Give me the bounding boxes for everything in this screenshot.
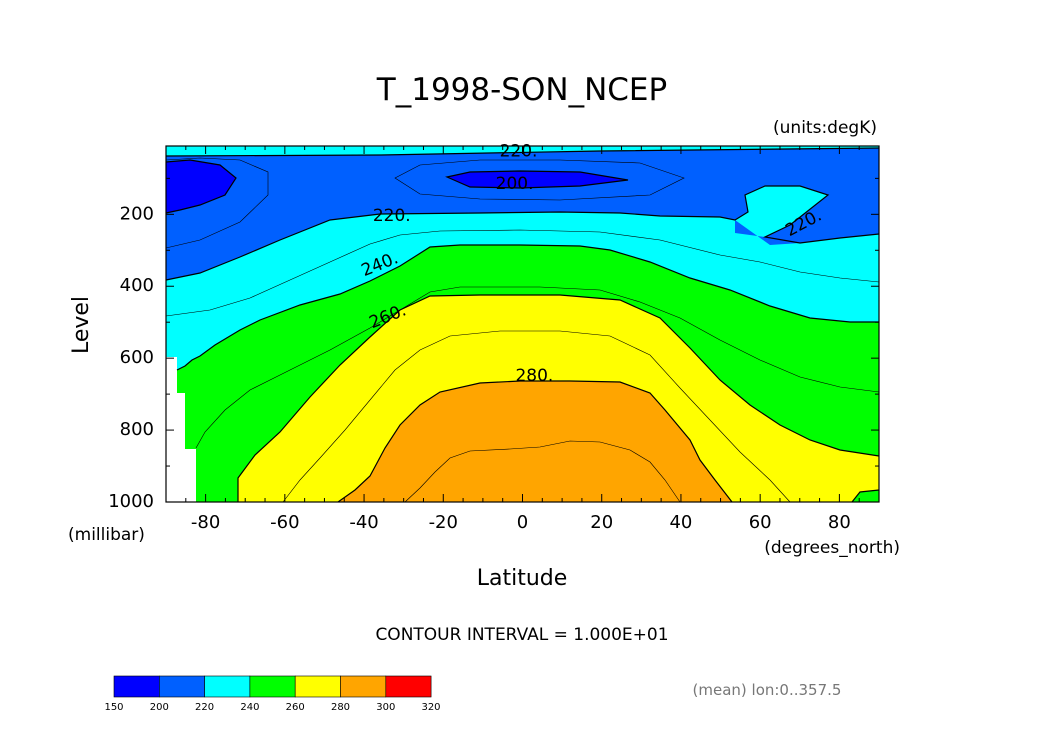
fill-band-220-240-patch xyxy=(745,186,828,237)
x-tick-label: 60 xyxy=(749,512,772,533)
axis-ticks xyxy=(165,146,880,503)
contour-line-250 xyxy=(195,286,880,449)
contour-label-200-center: 200. xyxy=(496,174,534,194)
contour-line-230 xyxy=(165,229,880,317)
colorbar-swatch-240-260 xyxy=(249,675,296,698)
y-tick-label: 800 xyxy=(120,419,154,440)
x-axis-label: Latitude xyxy=(477,566,568,591)
colorbar-swatch-260-280 xyxy=(294,675,341,698)
contour-line-220-top xyxy=(165,147,880,157)
units-label: (units:degK) xyxy=(773,118,877,138)
x-tick-label: 80 xyxy=(828,512,851,533)
y-units-label: (millibar) xyxy=(68,525,145,545)
contour-line-280 xyxy=(337,380,733,503)
x-tick-label: -40 xyxy=(349,512,378,533)
contour-fills xyxy=(166,146,879,502)
footnote-mean-lon: (mean) lon:0..357.5 xyxy=(693,681,842,699)
colorbar-swatch-150-200 xyxy=(113,675,160,698)
x-units-label: (degrees_north) xyxy=(764,538,900,558)
contour-line-210-polar xyxy=(165,157,269,249)
contour-lines xyxy=(165,147,880,503)
colorbar-swatch-220-240 xyxy=(204,675,251,698)
contour-line-200-polar xyxy=(165,159,237,214)
contour-line-210-center xyxy=(394,159,685,201)
colorbar: 150 200 220 240 260 280 300 320 xyxy=(104,675,441,713)
x-tick-label: 40 xyxy=(669,512,692,533)
contour-line-270-corner xyxy=(851,489,880,503)
y-axis-label: Level xyxy=(69,296,94,354)
colorbar-label: 260 xyxy=(286,702,305,713)
y-tick-label: 1000 xyxy=(108,491,154,512)
x-tick-labels: -80 -60 -40 -20 0 20 40 60 80 xyxy=(191,512,851,533)
contour-interval-text: CONTOUR INTERVAL = 1.000E+01 xyxy=(375,625,668,645)
x-tick-label: -80 xyxy=(191,512,220,533)
fill-center-deep-blue xyxy=(447,171,628,188)
contour-line-200-center xyxy=(445,170,629,189)
contour-label-220-mid: 220. xyxy=(373,206,411,226)
contour-line-240 xyxy=(176,244,879,371)
colorbar-swatch-200-220 xyxy=(159,675,205,698)
colorbar-swatch-300-320 xyxy=(385,675,432,698)
y-tick-label: 600 xyxy=(120,347,154,368)
x-tick-label: -20 xyxy=(429,512,458,533)
contour-label-220-top: 220. xyxy=(500,141,538,161)
colorbar-swatch-280-300 xyxy=(340,675,387,698)
fill-band-280-300 xyxy=(338,381,732,502)
contour-line-290 xyxy=(404,440,681,503)
fill-missing-terrain xyxy=(166,357,196,502)
colorbar-label: 200 xyxy=(150,702,169,713)
fill-polar-deep-blue xyxy=(166,160,236,213)
colorbar-label: 220 xyxy=(195,702,214,713)
contour-label-280: 280. xyxy=(515,366,553,386)
y-tick-label: 400 xyxy=(120,275,154,296)
colorbar-label: 150 xyxy=(104,702,123,713)
colorbar-label: 300 xyxy=(376,702,395,713)
colorbar-label: 280 xyxy=(331,702,350,713)
contour-line-270 xyxy=(282,330,791,503)
chart-title: T_1998-SON_NCEP xyxy=(376,72,667,108)
colorbar-label: 320 xyxy=(421,702,440,713)
y-tick-labels: 200 400 600 800 1000 xyxy=(108,203,154,512)
x-tick-label: -60 xyxy=(270,512,299,533)
contour-line-220-main xyxy=(165,185,880,281)
contour-line-260 xyxy=(237,294,880,502)
colorbar-label: 240 xyxy=(240,702,259,713)
contour-labels-layer: 220. 200. 220. 220. 240. 260. 280. xyxy=(359,141,826,386)
x-tick-label: 20 xyxy=(590,512,613,533)
x-tick-label: 0 xyxy=(517,512,528,533)
y-tick-label: 200 xyxy=(120,203,154,224)
